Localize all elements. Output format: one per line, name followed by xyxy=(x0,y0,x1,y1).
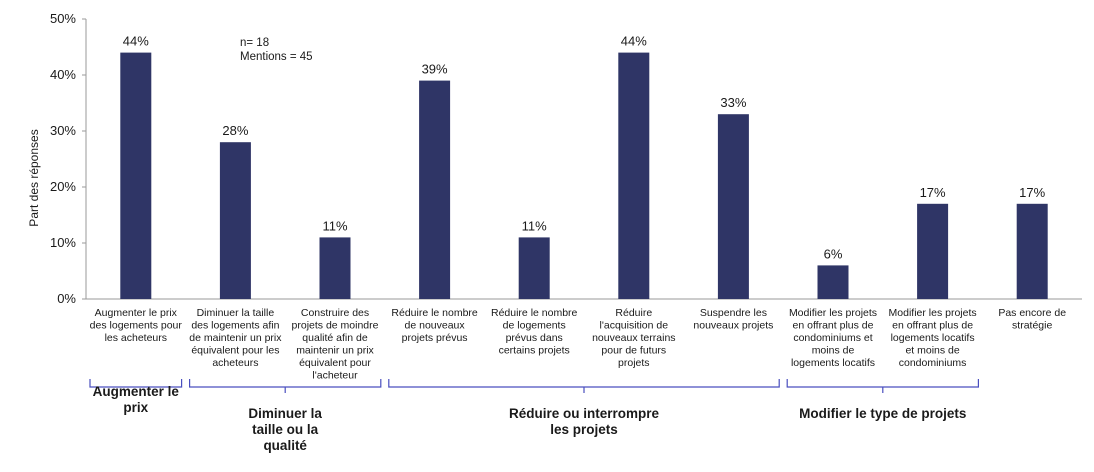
bar-value-label: 39% xyxy=(422,62,448,77)
y-tick-label: 0% xyxy=(57,291,76,306)
group-label: Diminuer la taille ou la qualité xyxy=(248,406,322,453)
sample-size-note: n= 18 xyxy=(240,37,269,49)
category-label: Modifier les projets en offrant plus de lo… xyxy=(889,307,977,369)
bar-value-label: 17% xyxy=(920,185,946,200)
bar xyxy=(618,52,650,299)
y-tick-label: 50% xyxy=(50,11,76,26)
bar xyxy=(817,265,849,299)
y-tick-label: 20% xyxy=(50,179,76,194)
bar xyxy=(319,237,351,299)
group-bracket xyxy=(89,379,183,388)
category-label: Réduire le nombre de nouveaux projets prév… xyxy=(391,307,478,344)
category-label: Pas encore de stratégie xyxy=(998,307,1066,332)
category-label: Réduire l'acquisition de nouveaux terrains… xyxy=(592,307,675,369)
bar xyxy=(419,80,451,299)
bar-value-label: 44% xyxy=(123,34,149,49)
group-label: Modifier le type de projets xyxy=(799,406,966,421)
bar-value-label: 11% xyxy=(522,218,547,233)
bar xyxy=(1016,203,1048,299)
bar-value-label: 17% xyxy=(1019,185,1045,200)
bar xyxy=(917,203,949,299)
category-label: Augmenter le prix des logements pour les a… xyxy=(90,307,183,344)
bar xyxy=(120,52,152,299)
category-label: Suspendre les nouveaux projets xyxy=(693,307,773,332)
bar xyxy=(219,142,251,299)
group-label: Réduire ou interrompre les projets xyxy=(509,406,660,437)
mentions-note: Mentions = 45 xyxy=(240,51,313,63)
group-bracket xyxy=(189,379,382,393)
y-tick-label: 40% xyxy=(50,67,76,82)
y-tick-label: 30% xyxy=(50,123,76,138)
bar-value-label: 6% xyxy=(824,246,843,261)
category-label: Modifier les projets en offrant plus de co… xyxy=(789,307,877,369)
y-axis-label: Part des réponses xyxy=(27,129,41,226)
bar xyxy=(518,237,550,299)
group-bracket xyxy=(786,379,979,393)
group-label: Augmenter le prix xyxy=(93,384,180,415)
y-tick-label: 10% xyxy=(50,235,76,250)
group-bracket xyxy=(388,379,780,393)
bar-value-label: 28% xyxy=(222,123,248,138)
bar xyxy=(717,114,749,299)
bar-value-label: 33% xyxy=(720,95,746,110)
bar-value-label: 44% xyxy=(621,34,647,49)
category-label: Diminuer la taille des logements afin de m… xyxy=(189,307,282,369)
category-label: Construire des projets de moindre qualité … xyxy=(292,307,379,382)
bar-value-label: 11% xyxy=(322,218,347,233)
category-label: Réduire le nombre de logements prévus dans… xyxy=(491,307,578,357)
